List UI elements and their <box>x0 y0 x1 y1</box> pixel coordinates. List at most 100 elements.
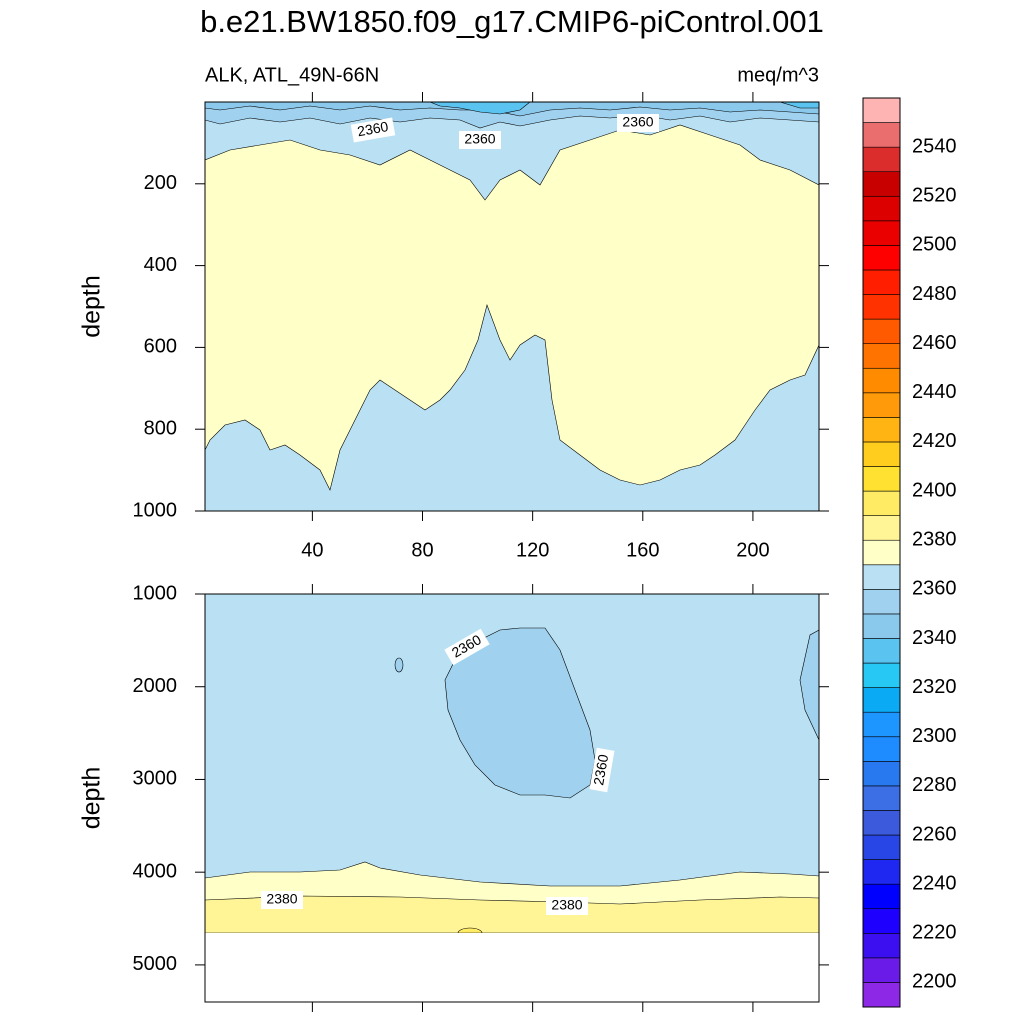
colorbar-label: 2440 <box>912 381 957 403</box>
contour-label: 2360 <box>444 628 490 666</box>
colorbar-box <box>862 932 901 959</box>
plot-frame <box>204 101 820 512</box>
colorbar-box <box>862 589 901 615</box>
x-tick-label: 40 <box>301 539 323 561</box>
x-tick-label: 80 <box>411 539 433 561</box>
contour-fill <box>205 102 819 511</box>
colorbar-frame <box>862 97 901 1008</box>
colorbar-label: 2320 <box>912 676 957 698</box>
contour-label-text: 2360 <box>622 114 653 130</box>
colorbar-box <box>862 417 901 443</box>
colorbar-box <box>862 367 901 394</box>
colorbar-box <box>862 441 901 467</box>
colorbar-box <box>862 834 901 860</box>
y-tick-label: 1000 <box>133 499 178 521</box>
y-tick-label: 400 <box>144 254 177 276</box>
colorbar-box <box>862 982 901 1008</box>
contour-label: 2360 <box>459 131 501 149</box>
colorbar-label: 2200 <box>912 971 957 993</box>
colorbar-box <box>862 171 901 197</box>
y-tick-label: 3000 <box>133 768 178 790</box>
contour-label-box <box>589 747 615 793</box>
colorbar-box <box>862 220 901 246</box>
y-tick-label: 800 <box>144 417 177 439</box>
contour-label: 2360 <box>589 747 615 793</box>
y-tick-label: 200 <box>144 172 177 194</box>
contour-label: 2380 <box>261 891 303 909</box>
colorbar-box <box>862 687 901 713</box>
contour-label-text: 2380 <box>551 897 582 913</box>
colorbar-label: 2360 <box>912 578 957 600</box>
colorbar-label: 2400 <box>912 479 957 501</box>
y-tick-label: 4000 <box>133 860 178 882</box>
colorbar-box <box>862 736 901 762</box>
colorbar-box <box>862 711 901 738</box>
contour-label-text: 2360 <box>590 753 611 787</box>
colorbar-label: 2280 <box>912 774 957 796</box>
x-tick-label: 160 <box>626 539 659 561</box>
colorbar-box <box>862 539 901 566</box>
contour-label-box <box>444 628 490 666</box>
plot-frame <box>204 593 820 1003</box>
colorbar-box <box>862 810 901 836</box>
colorbar-label: 2220 <box>912 922 957 944</box>
contour-label-text: 2360 <box>356 118 390 139</box>
colorbar-box <box>862 908 901 934</box>
colorbar-box <box>862 245 901 271</box>
colorbar-box <box>862 97 901 123</box>
y-axis-label: depth <box>78 767 106 830</box>
y-axis-label: depth <box>78 275 106 338</box>
colorbar-box <box>862 613 901 639</box>
colorbar-label: 2240 <box>912 872 957 894</box>
colorbar-label: 2300 <box>912 725 957 747</box>
colorbar-box <box>862 466 901 492</box>
colorbar-label: 2340 <box>912 627 957 649</box>
colorbar-label: 2540 <box>912 135 957 157</box>
contour-label: 2380 <box>546 897 588 915</box>
contour-label-box <box>617 114 659 132</box>
colorbar-label: 2420 <box>912 430 957 452</box>
colorbar-box <box>862 662 901 688</box>
x-tick-label: 120 <box>516 539 549 561</box>
colorbar-box <box>862 515 901 541</box>
colorbar-box <box>862 957 901 983</box>
colorbar-label: 2460 <box>912 332 957 354</box>
contour-label-text: 2360 <box>464 131 495 147</box>
subtitle-left: ALK, ATL_49N-66N <box>205 64 379 86</box>
colorbar-box <box>862 318 901 344</box>
contour-label-box <box>350 117 396 143</box>
colorbar-box <box>862 343 901 369</box>
colorbar-box <box>862 638 901 664</box>
colorbar-box <box>862 564 901 590</box>
subtitle-right: meq/m^3 <box>737 64 819 86</box>
contour-label-box <box>261 891 303 909</box>
contour-label-text: 2380 <box>266 891 297 907</box>
contour-label-box <box>459 131 501 149</box>
colorbar-label: 2260 <box>912 823 957 845</box>
colorbar-box <box>862 785 901 811</box>
colorbar-box <box>862 146 901 173</box>
contour-fill <box>205 594 819 1002</box>
colorbar-box <box>862 294 901 320</box>
x-tick-label: 200 <box>736 539 769 561</box>
contour-label: 2360 <box>617 114 659 132</box>
colorbar-label: 2500 <box>912 234 957 256</box>
y-tick-label: 5000 <box>133 953 178 975</box>
colorbar-box <box>862 122 901 148</box>
chart-title: b.e21.BW1850.f09_g17.CMIP6-piControl.001 <box>200 4 824 39</box>
y-tick-label: 2000 <box>133 675 178 697</box>
contour-label: 2360 <box>350 117 396 143</box>
colorbar-box <box>862 883 901 910</box>
colorbar-label: 2380 <box>912 528 957 550</box>
colorbar-label: 2520 <box>912 185 957 207</box>
colorbar-box <box>862 490 901 516</box>
y-tick-label: 1000 <box>133 582 178 604</box>
colorbar-box <box>862 761 901 787</box>
colorbar-box <box>862 392 901 418</box>
colorbar-box <box>862 269 901 295</box>
colorbar-box <box>862 195 901 222</box>
colorbar-box <box>862 859 901 885</box>
contour-label-box <box>546 897 588 915</box>
colorbar-label: 2480 <box>912 283 957 305</box>
